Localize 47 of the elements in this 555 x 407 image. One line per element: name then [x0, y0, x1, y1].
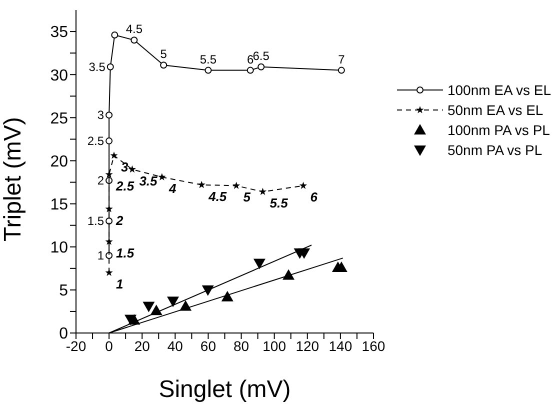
x-tick-label: 40 [167, 338, 184, 354]
annotation: 3.5 [88, 60, 106, 74]
legend-label: 50nm PA vs PL [447, 142, 542, 158]
x-tick-label: 80 [233, 338, 250, 354]
annotation: 5 [243, 190, 252, 205]
y-tick-label: 10 [50, 240, 68, 257]
annotation: 4 [168, 181, 177, 196]
y-tick-label: 35 [50, 24, 68, 42]
annotation: 1.5 [116, 246, 135, 261]
annotation: 1 [116, 276, 124, 292]
y-tick-label: 30 [50, 67, 68, 84]
x-tick-label: 100 [262, 338, 286, 354]
annotation: 5.5 [270, 196, 289, 211]
x-tick-label: 120 [296, 338, 320, 354]
annotation: 4.5 [126, 22, 143, 36]
annotation: 6.5 [252, 48, 270, 63]
annotation: 6 [310, 190, 318, 205]
annotation: 2 [97, 174, 104, 188]
y-axis-title: Triplet (mV) [0, 117, 27, 242]
annotation: 1 [97, 248, 104, 262]
annotation: 4.5 [208, 188, 228, 204]
x-tick-label: 0 [105, 338, 114, 354]
legend-label: 100nm PA vs PL [447, 122, 550, 138]
annotation: 2.5 [87, 134, 104, 148]
legend-label: 50nm EA vs EL [447, 102, 544, 118]
annotation: 1.5 [87, 214, 104, 228]
y-tick-label: 20 [50, 153, 68, 170]
annotation: 2 [115, 212, 124, 228]
annotation: 3 [121, 160, 130, 175]
y-tick-label: 5 [59, 282, 68, 300]
x-tick-label: 160 [362, 338, 386, 354]
annotation: 7 [338, 52, 346, 66]
annotation: 6 [247, 52, 254, 66]
x-tick-label: 20 [134, 338, 150, 354]
x-tick-label: -20 [66, 338, 86, 354]
annotation: 5.5 [200, 52, 217, 66]
x-axis-title: Singlet (mV) [158, 376, 291, 403]
y-tick-label: 0 [59, 326, 68, 343]
x-tick-label: 60 [200, 338, 216, 354]
annotation: 2.5 [115, 178, 135, 194]
x-tick-label: 140 [328, 338, 352, 354]
annotation: 3.5 [139, 173, 158, 188]
annotation: 5 [160, 47, 168, 62]
annotation: 3 [97, 108, 104, 122]
legend-label: 100nm EA vs EL [447, 82, 551, 98]
y-tick-label: 15 [50, 196, 68, 214]
y-tick-label: 25 [50, 110, 68, 128]
